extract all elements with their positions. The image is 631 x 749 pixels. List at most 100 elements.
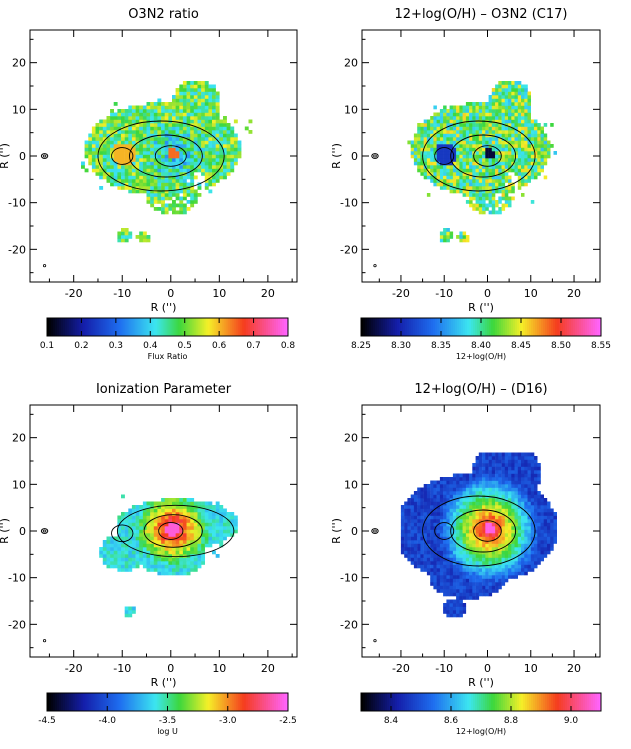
map-pixel <box>439 557 444 562</box>
map-pixel <box>110 550 114 555</box>
colorbar-segment <box>87 693 90 711</box>
map-pixel <box>102 168 107 173</box>
map-pixel <box>433 112 437 117</box>
map-pixel <box>212 168 216 173</box>
map-pixel <box>186 102 191 106</box>
map-pixel <box>488 522 493 527</box>
map-pixel <box>439 543 444 548</box>
map-pixel <box>527 116 531 120</box>
map-pixel <box>142 231 147 236</box>
map-pixel <box>504 512 509 516</box>
map-pixel <box>142 238 147 243</box>
map-pixel <box>417 512 421 516</box>
map-pixel <box>443 158 447 162</box>
map-pixel <box>410 151 415 155</box>
map-pixel <box>501 571 506 576</box>
map-pixel <box>223 137 227 141</box>
map-pixel <box>172 147 176 152</box>
map-pixel <box>117 526 122 530</box>
map-pixel <box>172 533 176 537</box>
map-pixel <box>504 175 509 180</box>
colorbar-segment <box>119 693 122 711</box>
map-pixel <box>215 123 220 127</box>
map-pixel <box>204 147 209 152</box>
colorbar-segment <box>145 318 148 336</box>
map-pixel <box>135 182 140 187</box>
map-pixel <box>102 175 107 180</box>
map-pixel <box>190 568 195 572</box>
map-pixel <box>511 491 515 495</box>
map-pixel <box>150 144 155 148</box>
colorbar-segment <box>411 693 414 711</box>
map-pixel <box>436 179 441 183</box>
map-pixel <box>139 540 144 544</box>
map-pixel <box>186 175 191 180</box>
map-pixel <box>117 543 122 548</box>
map-pixel <box>501 137 506 141</box>
map-pixel <box>121 140 125 145</box>
map-pixel <box>179 207 184 211</box>
map-pixel <box>193 81 198 85</box>
map-pixel <box>175 501 180 506</box>
map-pixel <box>495 515 499 520</box>
map-pixel <box>485 501 489 506</box>
map-pixel <box>472 540 476 544</box>
map-pixel <box>190 550 195 555</box>
colorbar-segment <box>125 693 128 711</box>
map-pixel <box>423 543 428 548</box>
map-pixel <box>501 175 506 180</box>
map-pixel <box>446 575 450 579</box>
map-pixel <box>524 498 528 502</box>
map-pixel <box>190 189 195 194</box>
map-pixel <box>452 571 457 576</box>
colorbar-segment <box>447 693 450 711</box>
map-pixel <box>131 140 136 145</box>
map-pixel <box>488 589 493 593</box>
map-pixel <box>524 102 528 106</box>
map-pixel <box>478 186 483 190</box>
colorbar-segment <box>281 318 285 336</box>
map-pixel <box>530 151 535 155</box>
map-pixel <box>215 144 220 148</box>
map-pixel <box>164 501 169 506</box>
map-pixel <box>117 119 122 124</box>
map-pixel <box>182 126 187 131</box>
map-pixel <box>208 189 213 194</box>
map-pixel <box>201 105 205 110</box>
map-pixel <box>164 189 169 194</box>
map-pixel <box>150 123 155 127</box>
panel-title: Ionization Parameter <box>96 382 232 397</box>
map-pixel <box>534 512 538 516</box>
map-pixel <box>478 105 483 110</box>
map-pixel <box>475 144 480 148</box>
map-pixel <box>478 519 483 523</box>
map-pixel <box>534 515 538 520</box>
map-pixel <box>420 515 424 520</box>
map-pixel <box>182 554 187 558</box>
map-pixel <box>410 550 415 555</box>
map-pixel <box>212 112 216 117</box>
map-pixel <box>449 109 454 113</box>
map-pixel <box>226 140 231 145</box>
map-pixel <box>462 550 467 555</box>
map-pixel <box>417 526 421 530</box>
map-pixel <box>527 484 531 488</box>
map-pixel <box>524 557 528 562</box>
map-pixel <box>498 161 502 166</box>
map-pixel <box>495 459 499 464</box>
map-pixel <box>208 154 213 159</box>
map-pixel <box>517 95 522 99</box>
map-pixel <box>462 543 467 548</box>
map-pixel <box>88 133 93 138</box>
map-pixel <box>439 144 444 148</box>
map-pixel <box>508 543 512 548</box>
map-pixel <box>168 168 173 173</box>
map-pixel <box>511 575 515 579</box>
map-pixel <box>498 207 502 211</box>
map-pixel <box>517 168 522 173</box>
map-pixel <box>153 172 158 176</box>
map-pixel <box>142 154 147 159</box>
map-pixel <box>491 529 496 534</box>
map-pixel <box>459 172 463 176</box>
map-pixel <box>182 123 187 127</box>
